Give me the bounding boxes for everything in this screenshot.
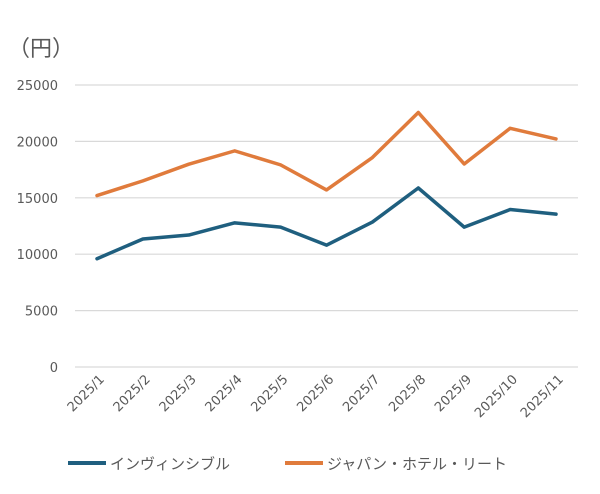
data-point	[187, 162, 191, 166]
data-point	[416, 111, 420, 115]
series-line	[95, 186, 558, 261]
x-tick-label: 2025/5	[248, 372, 291, 415]
y-tick-label: 10000	[17, 248, 58, 263]
data-point	[370, 220, 374, 224]
data-point	[416, 186, 420, 190]
data-point	[233, 221, 237, 225]
x-tick-label: 2025/2	[111, 372, 154, 415]
data-point	[554, 212, 558, 216]
legend-label: インヴィンシブル	[110, 455, 230, 473]
data-point	[462, 162, 466, 166]
y-tick-label: 15000	[17, 192, 58, 207]
unit-label: （円）	[8, 37, 74, 62]
x-tick-label: 2025/4	[203, 372, 246, 415]
x-tick-label: 2025/11	[518, 372, 567, 421]
data-point	[95, 257, 99, 261]
data-point	[325, 188, 328, 192]
data-point	[554, 137, 558, 141]
y-tick-label: 25000	[17, 79, 58, 94]
series-line	[95, 110, 558, 198]
x-tick-label: 2025/8	[386, 372, 429, 415]
data-point	[508, 208, 512, 212]
data-point	[141, 179, 145, 183]
y-tick-label: 20000	[17, 135, 58, 150]
data-point	[508, 126, 512, 130]
data-point	[233, 149, 237, 153]
data-point	[462, 225, 466, 229]
x-tick-label: 2025/10	[472, 372, 521, 421]
data-point	[187, 233, 191, 237]
data-point	[325, 243, 328, 247]
x-tick-label: 2025/7	[340, 372, 383, 415]
x-tick-label: 2025/9	[432, 372, 475, 415]
y-tick-label: 0	[50, 361, 58, 376]
data-point	[141, 237, 145, 241]
x-tick-label: 2025/3	[157, 372, 200, 415]
y-tick-label: 5000	[25, 305, 58, 320]
x-tick-label: 2025/1	[65, 372, 108, 415]
data-point	[95, 194, 99, 198]
data-point	[370, 156, 374, 160]
data-point	[279, 225, 283, 229]
data-point	[279, 163, 283, 167]
x-tick-label: 2025/6	[294, 372, 337, 415]
legend-label: ジャパン・ホテル・リート	[327, 455, 507, 473]
